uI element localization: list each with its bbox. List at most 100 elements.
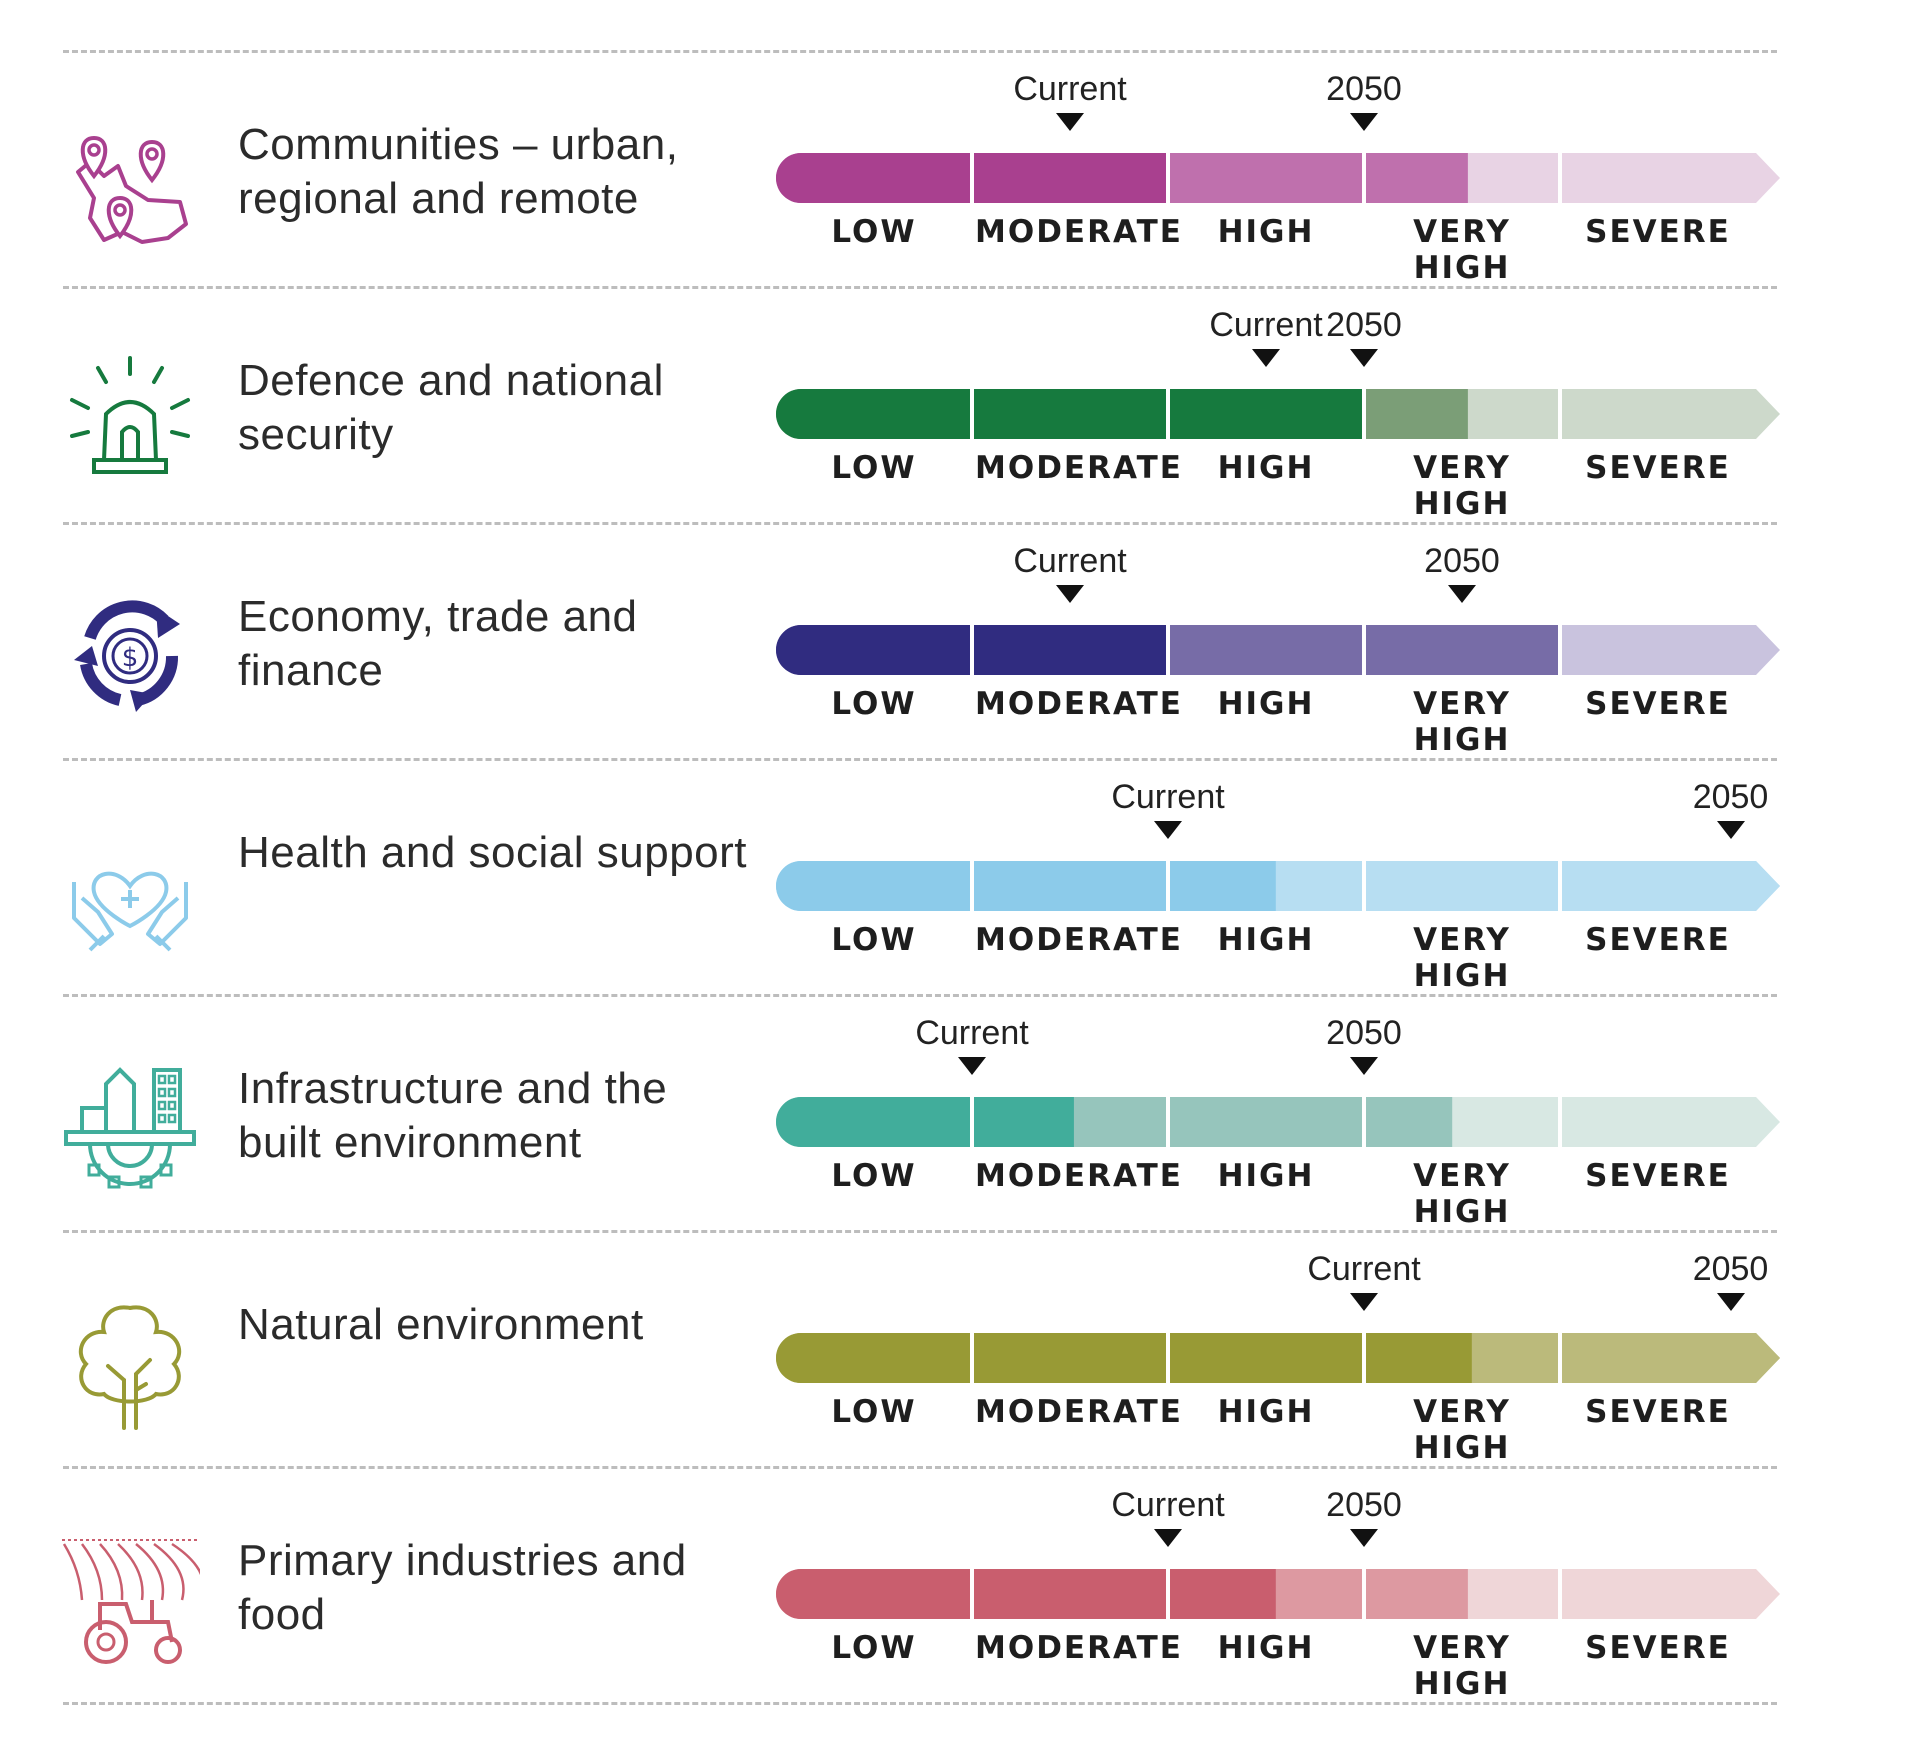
future-marker-pointer-icon: [1350, 1529, 1378, 1547]
level-label: LOW: [831, 450, 917, 486]
risk-scale-track: [776, 622, 1780, 678]
risk-row: Primary industries and food LOW MODERATE HI…: [0, 1466, 1920, 1702]
level-label: HIGH: [1217, 1158, 1315, 1194]
track-fill: [776, 389, 1364, 439]
row-title: Infrastructure and the built environment: [238, 1064, 668, 1167]
future-marker-pointer-icon: [1350, 1057, 1378, 1075]
future-marker: 2050: [1651, 778, 1811, 839]
current-marker: Current: [1088, 1486, 1248, 1547]
row-divider: [63, 1466, 1777, 1469]
level-label: HIGH: [1217, 686, 1315, 722]
row-title: Natural environment: [238, 1300, 644, 1349]
level-label: LOW: [831, 1394, 917, 1430]
level-label: VERY HIGH: [1413, 922, 1511, 994]
future-marker: 2050: [1284, 306, 1444, 367]
current-marker-label: Current: [1013, 70, 1127, 108]
currency-cycle-icon: $: [60, 586, 200, 726]
level-label: VERY HIGH: [1413, 214, 1511, 286]
current-marker-pointer-icon: [1350, 1293, 1378, 1311]
row-divider: [63, 758, 1777, 761]
level-label: LOW: [831, 922, 917, 958]
future-marker: 2050: [1382, 542, 1542, 603]
level-label: HIGH: [1217, 922, 1315, 958]
level-label: MODERATE: [975, 922, 1183, 958]
risk-scale-track: [776, 386, 1780, 442]
future-marker: 2050: [1284, 70, 1444, 131]
level-label: MODERATE: [975, 1158, 1183, 1194]
siren-icon: [60, 350, 200, 490]
future-marker-pointer-icon: [1350, 349, 1378, 367]
current-marker-label: Current: [1307, 1250, 1421, 1288]
future-marker-label: 2050: [1326, 306, 1402, 344]
current-marker-label: Current: [1013, 542, 1127, 580]
future-marker-pointer-icon: [1448, 585, 1476, 603]
row-divider: [63, 50, 1777, 53]
level-label: VERY HIGH: [1413, 450, 1511, 522]
row-title: Health and social support: [238, 828, 748, 877]
level-label: MODERATE: [975, 1394, 1183, 1430]
level-label: VERY HIGH: [1413, 1158, 1511, 1230]
current-marker-pointer-icon: [1056, 585, 1084, 603]
level-label: MODERATE: [975, 214, 1183, 250]
track-fill: [776, 1569, 1276, 1619]
row-title: Communities – urban, regional and remote: [238, 120, 679, 223]
future-marker-pointer-icon: [1350, 113, 1378, 131]
level-label: MODERATE: [975, 686, 1183, 722]
risk-scale-track: [776, 1330, 1780, 1386]
level-label: SEVERE: [1585, 1394, 1731, 1430]
level-label: MODERATE: [975, 1630, 1183, 1666]
level-label: SEVERE: [1585, 214, 1731, 250]
current-marker-label: Current: [915, 1014, 1029, 1052]
level-label: HIGH: [1217, 1394, 1315, 1430]
heart-hands-icon: [60, 822, 200, 962]
risk-scale-track: [776, 150, 1780, 206]
risk-row: Natural environment LOW MODERATE HIGH VERY H…: [0, 1230, 1920, 1466]
level-label: HIGH: [1217, 214, 1315, 250]
current-marker-label: Current: [1111, 1486, 1225, 1524]
svg-text:$: $: [122, 643, 139, 673]
current-marker-label: Current: [1209, 306, 1323, 344]
level-label: SEVERE: [1585, 1158, 1731, 1194]
current-marker: Current: [1186, 306, 1346, 367]
current-marker-pointer-icon: [1252, 349, 1280, 367]
risk-row: Infrastructure and the built environment…: [0, 994, 1920, 1230]
risk-scale-track: [776, 858, 1780, 914]
level-label: SEVERE: [1585, 1630, 1731, 1666]
level-label: LOW: [831, 686, 917, 722]
level-label: SEVERE: [1585, 686, 1731, 722]
row-divider: [63, 522, 1777, 525]
risk-scale-track: [776, 1566, 1780, 1622]
level-label: LOW: [831, 214, 917, 250]
future-marker-label: 2050: [1692, 778, 1769, 816]
level-label: LOW: [831, 1630, 917, 1666]
future-marker-pointer-icon: [1716, 821, 1745, 839]
future-marker: 2050: [1651, 1250, 1811, 1311]
current-marker-pointer-icon: [958, 1057, 986, 1075]
current-marker: Current: [990, 70, 1150, 131]
future-marker-pointer-icon: [1716, 1293, 1745, 1311]
risk-row: Defence and national security LOW MODERATE…: [0, 286, 1920, 522]
track-fill: [776, 861, 1276, 911]
future-marker: 2050: [1284, 1486, 1444, 1547]
level-label: VERY HIGH: [1413, 1630, 1511, 1702]
level-label: SEVERE: [1585, 450, 1731, 486]
current-marker-pointer-icon: [1154, 821, 1182, 839]
row-divider: [63, 1702, 1777, 1705]
tractor-icon: [60, 1530, 200, 1670]
level-label: MODERATE: [975, 450, 1183, 486]
risk-row: $ Economy, trade and finance LOW MODERATE HI…: [0, 522, 1920, 758]
level-label: VERY HIGH: [1413, 686, 1511, 758]
risk-row: Communities – urban, regional and remote…: [0, 50, 1920, 286]
current-marker: Current: [1088, 778, 1248, 839]
row-title: Economy, trade and finance: [238, 592, 638, 695]
risk-row: Health and social support LOW MODERATE HIGH…: [0, 758, 1920, 994]
level-label: HIGH: [1217, 1630, 1315, 1666]
risk-scale-track: [776, 1094, 1780, 1150]
current-marker: Current: [892, 1014, 1052, 1075]
row-divider: [63, 286, 1777, 289]
level-label: HIGH: [1217, 450, 1315, 486]
map-pins-icon: [60, 114, 200, 254]
future-marker-label: 2050: [1326, 1486, 1402, 1524]
current-marker: Current: [1284, 1250, 1444, 1311]
